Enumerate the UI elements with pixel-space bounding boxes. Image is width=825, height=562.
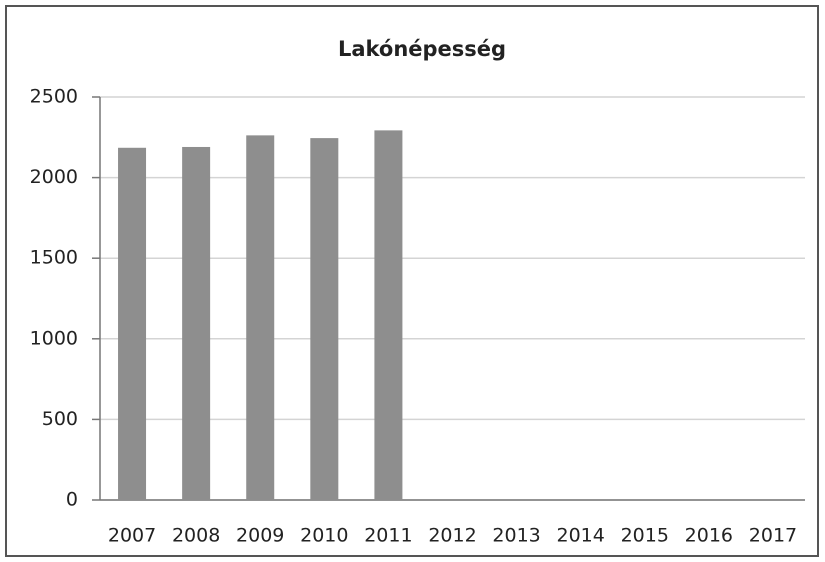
bar — [246, 135, 275, 500]
y-tick-label: 500 — [42, 408, 78, 430]
bar — [118, 147, 147, 500]
y-tick-label: 2500 — [30, 86, 78, 108]
x-tick-label: 2015 — [621, 525, 669, 547]
y-tick-label: 1500 — [30, 247, 78, 269]
x-tick-label: 2017 — [749, 525, 797, 547]
x-tick-label: 2011 — [364, 525, 412, 547]
chart-title: Lakónépesség — [338, 37, 506, 61]
x-tick-label: 2008 — [172, 525, 220, 547]
x-tick-label: 2010 — [300, 525, 348, 547]
y-tick-label: 2000 — [30, 166, 78, 188]
x-tick-label: 2014 — [557, 525, 605, 547]
x-tick-label: 2009 — [236, 525, 284, 547]
x-tick-label: 2016 — [685, 525, 733, 547]
bar — [182, 146, 211, 501]
x-tick-label: 2013 — [492, 525, 540, 547]
bar — [374, 130, 403, 500]
bar — [310, 138, 339, 500]
y-tick-label: 0 — [66, 489, 78, 511]
y-tick-label: 1000 — [30, 327, 78, 349]
x-tick-label: 2012 — [428, 525, 476, 547]
x-tick-label: 2007 — [108, 525, 156, 547]
